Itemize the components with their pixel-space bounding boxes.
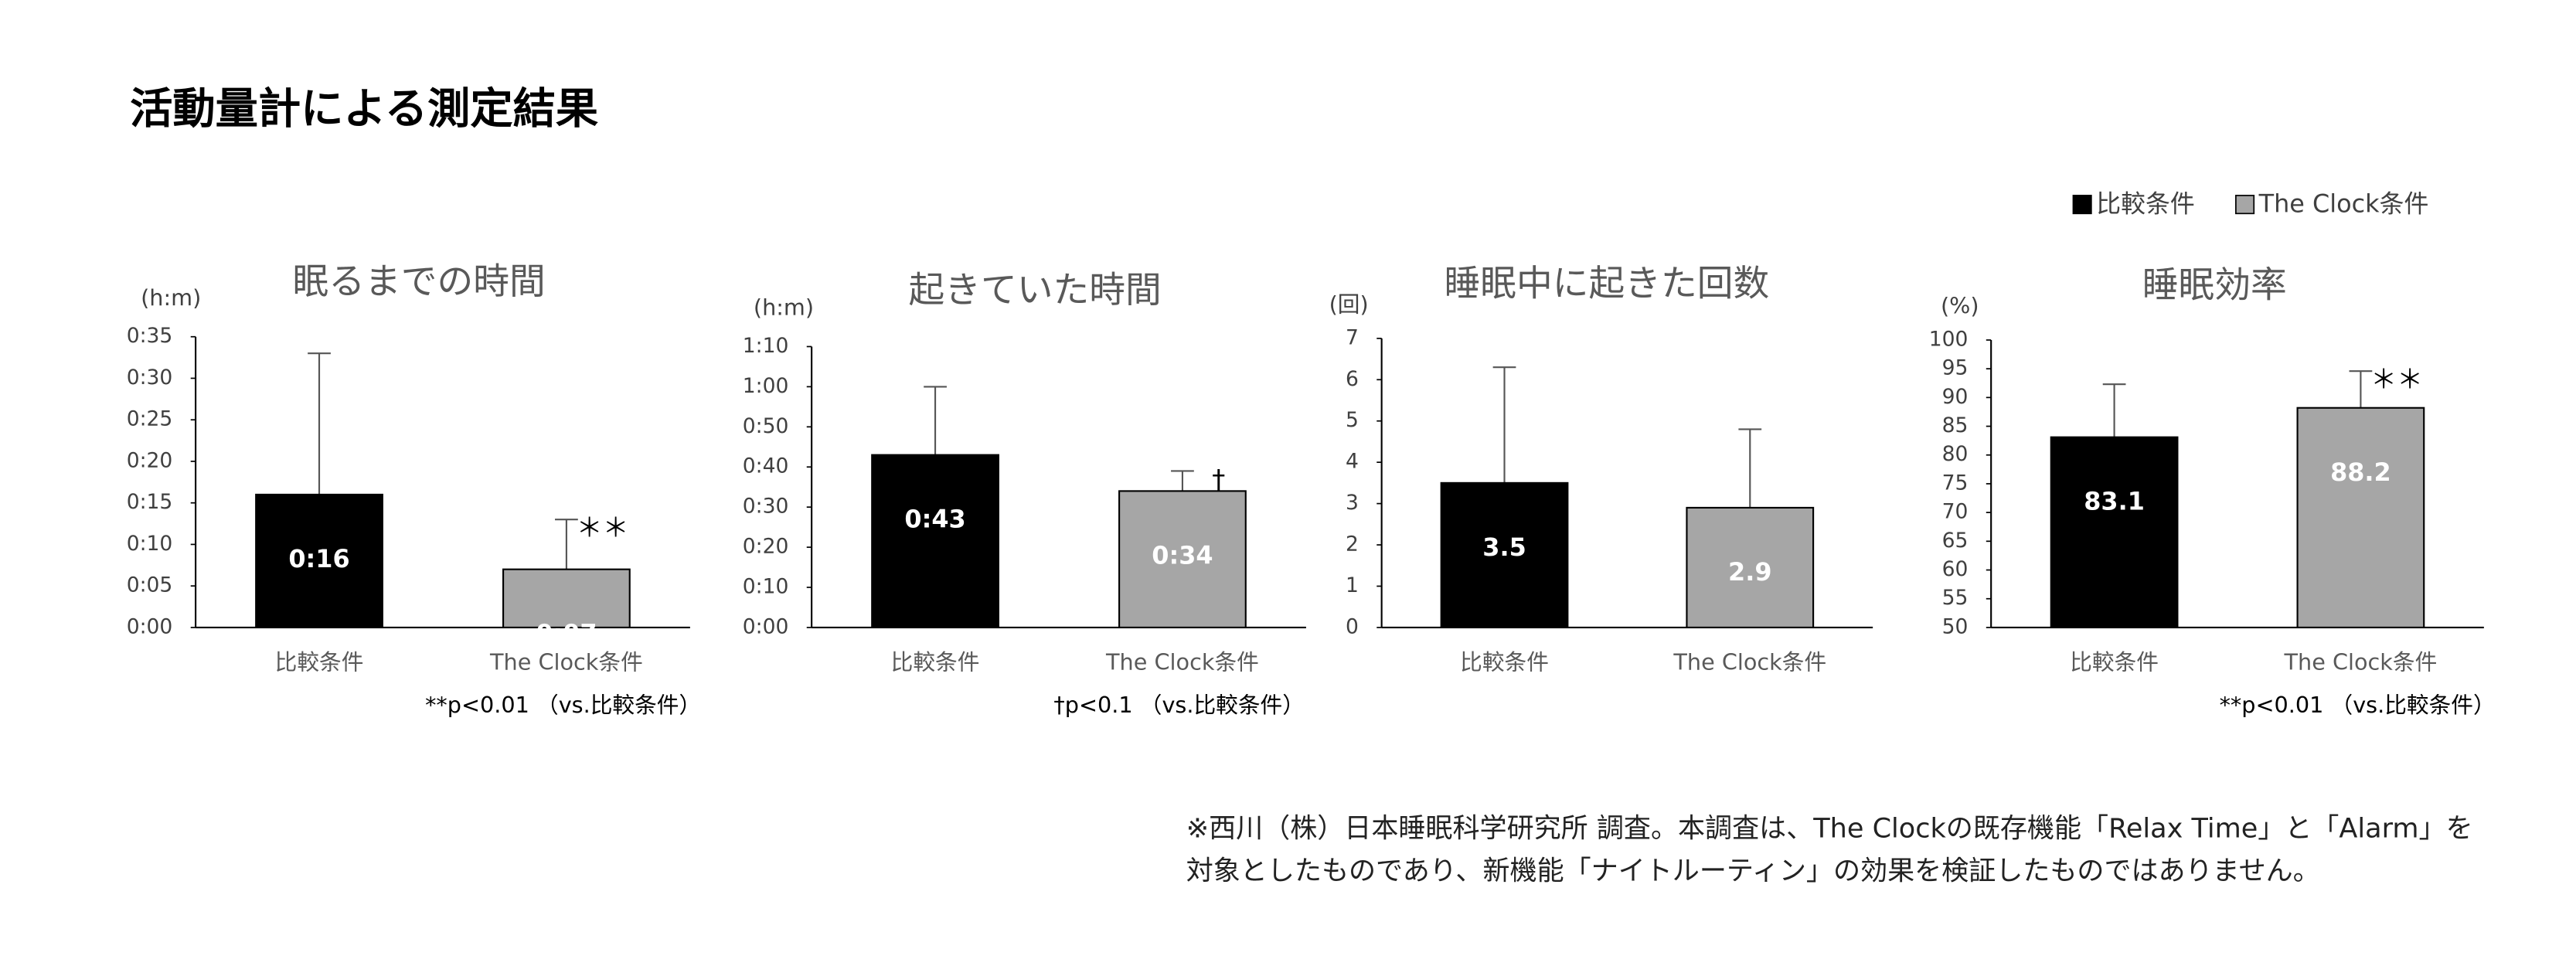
value-label: 2.9 <box>1728 557 1771 587</box>
x-tick-label: 比較条件 <box>1460 649 1549 675</box>
y-tick-label: 65 <box>1942 529 1969 553</box>
y-tick-label: 0:15 <box>127 490 173 514</box>
footer-note: ※西川（株）日本睡眠科学研究所 調査。本調査は、The Clockの既存機能「R… <box>1186 812 2473 844</box>
y-tick-label: 0:50 <box>743 414 789 438</box>
annotation: ＊＊ <box>577 512 629 543</box>
y-tick-label: 0 <box>1346 614 1359 638</box>
y-tick-label: 0:30 <box>127 366 173 390</box>
y-tick-label: 2 <box>1346 532 1359 556</box>
y-tick-label: 1 <box>1346 573 1359 597</box>
y-tick-label: 0:20 <box>743 535 789 559</box>
y-axis-label: (h:m) <box>754 294 814 321</box>
chart-title: 睡眠中に起きた回数 <box>1444 263 1769 304</box>
value-label: 3.5 <box>1482 532 1526 562</box>
x-tick-label: The Clock条件 <box>2284 649 2438 675</box>
y-tick-label: 7 <box>1346 325 1359 349</box>
footer-note: 対象としたものであり、新機能「ナイトルーティン」の効果を検証したものではありませ… <box>1186 856 2320 887</box>
y-tick-label: 1:00 <box>743 374 789 398</box>
footnote: **p<0.01 （vs.比較条件） <box>425 692 701 718</box>
legend-label: The Clock条件 <box>2258 189 2429 219</box>
value-label: 0:43 <box>904 505 965 534</box>
y-tick-label: 0:40 <box>743 454 789 478</box>
legend-label: 比較条件 <box>2096 189 2195 219</box>
x-tick-label: 比較条件 <box>2070 649 2159 675</box>
y-tick-label: 5 <box>1346 408 1359 432</box>
y-tick-label: 0:00 <box>743 614 789 638</box>
chart-title: 睡眠効率 <box>2142 264 2287 306</box>
y-tick-label: 0:25 <box>127 407 173 431</box>
x-tick-label: The Clock条件 <box>1673 649 1826 675</box>
value-label: 0:34 <box>1152 540 1213 570</box>
y-tick-label: 0:00 <box>127 614 173 638</box>
y-axis-label: (h:m) <box>141 284 201 311</box>
value-label: 83.1 <box>2084 487 2145 516</box>
y-axis-label: (%) <box>1941 292 1979 318</box>
page-title: 活動量計による測定結果 <box>130 85 598 134</box>
y-tick-label: 0:10 <box>743 574 789 598</box>
value-label: 0:16 <box>288 544 349 573</box>
y-tick-label: 50 <box>1942 614 1969 638</box>
bar <box>871 454 999 628</box>
x-tick-label: 比較条件 <box>891 649 980 675</box>
chart-title: 眠るまでの時間 <box>293 261 546 303</box>
value-label: 0:07 <box>536 619 597 648</box>
y-tick-label: 0:20 <box>127 448 173 472</box>
y-tick-label: 80 <box>1942 442 1969 466</box>
y-tick-label: 0:35 <box>127 324 173 348</box>
y-tick-label: 55 <box>1942 586 1969 610</box>
y-tick-label: 0:30 <box>743 495 789 519</box>
bar <box>1118 490 1247 628</box>
legend-swatch <box>2235 195 2255 215</box>
legend-swatch <box>2072 195 2092 215</box>
bar <box>1440 481 1569 628</box>
y-tick-label: 85 <box>1942 413 1969 437</box>
y-axis-label: (回) <box>1329 291 1369 317</box>
value-label: 88.2 <box>2330 458 2391 487</box>
annotation: † <box>1212 464 1225 495</box>
y-tick-label: 60 <box>1942 557 1969 581</box>
footnote: **p<0.01 （vs.比較条件） <box>2220 692 2496 718</box>
y-tick-label: 6 <box>1346 367 1359 391</box>
x-tick-label: The Clock条件 <box>1105 649 1259 675</box>
y-tick-label: 1:10 <box>743 334 789 358</box>
bar <box>502 568 631 628</box>
x-tick-label: 比較条件 <box>275 649 364 675</box>
y-tick-label: 4 <box>1346 450 1359 474</box>
bar <box>1686 506 1815 628</box>
y-tick-label: 70 <box>1942 500 1969 524</box>
y-tick-label: 90 <box>1942 385 1969 409</box>
y-tick-label: 0:10 <box>127 532 173 556</box>
y-tick-label: 95 <box>1942 356 1969 380</box>
chart-title: 起きていた時間 <box>909 270 1162 311</box>
bar <box>2296 407 2425 628</box>
x-tick-label: The Clock条件 <box>489 649 643 675</box>
footnote: †p<0.1 （vs.比較条件） <box>1053 692 1305 718</box>
bar <box>2050 436 2179 628</box>
y-tick-label: 0:05 <box>127 573 173 597</box>
bar <box>255 493 383 628</box>
y-tick-label: 75 <box>1942 471 1969 495</box>
y-tick-label: 3 <box>1346 491 1359 515</box>
y-tick-label: 100 <box>1929 327 1969 351</box>
annotation: ＊＊ <box>2370 364 2423 395</box>
